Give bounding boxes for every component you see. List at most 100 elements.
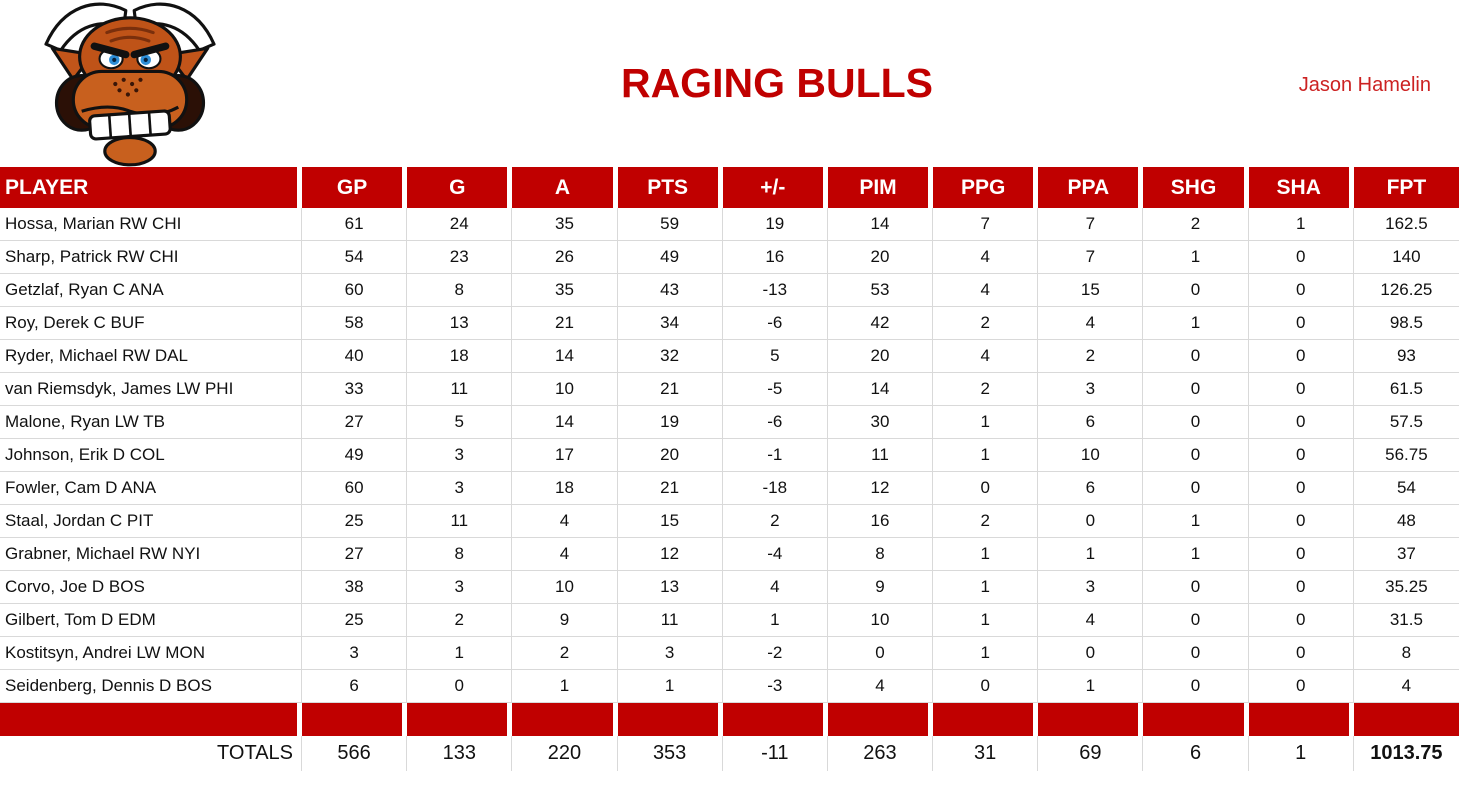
stat-cell[interactable]: 19 bbox=[617, 406, 723, 439]
stat-cell[interactable]: 8 bbox=[407, 538, 513, 571]
spacer-cell[interactable] bbox=[1353, 703, 1459, 736]
stat-cell[interactable]: 24 bbox=[407, 208, 513, 241]
stat-cell[interactable]: 43 bbox=[617, 274, 723, 307]
player-cell[interactable]: Gilbert, Tom D EDM bbox=[0, 604, 302, 637]
totals-label[interactable]: TOTALS bbox=[0, 736, 302, 771]
stat-cell[interactable]: 6 bbox=[1038, 472, 1144, 505]
stat-cell[interactable]: 0 bbox=[1248, 637, 1354, 670]
stat-cell[interactable]: 17 bbox=[512, 439, 618, 472]
spacer-cell[interactable] bbox=[302, 703, 408, 736]
stat-cell[interactable]: 27 bbox=[302, 538, 408, 571]
stat-cell[interactable]: 4 bbox=[933, 274, 1039, 307]
stat-cell[interactable]: 0 bbox=[1248, 604, 1354, 637]
stat-cell[interactable]: 54 bbox=[302, 241, 408, 274]
stat-cell[interactable]: 3 bbox=[1038, 571, 1144, 604]
stat-cell[interactable]: 7 bbox=[1038, 241, 1144, 274]
stat-cell[interactable]: 26 bbox=[512, 241, 618, 274]
stat-cell[interactable]: 0 bbox=[1143, 340, 1249, 373]
stat-cell[interactable]: 61 bbox=[302, 208, 408, 241]
stat-cell[interactable]: 4 bbox=[933, 340, 1039, 373]
stat-cell[interactable]: 25 bbox=[302, 505, 408, 538]
stat-cell[interactable]: -4 bbox=[722, 538, 828, 571]
stat-cell[interactable]: 61.5 bbox=[1353, 373, 1459, 406]
stat-cell[interactable]: 20 bbox=[617, 439, 723, 472]
totals-cell[interactable]: 133 bbox=[407, 736, 513, 771]
stat-cell[interactable]: 1 bbox=[933, 637, 1039, 670]
stat-cell[interactable]: 35 bbox=[512, 274, 618, 307]
stat-cell[interactable]: 49 bbox=[617, 241, 723, 274]
stat-cell[interactable]: 0 bbox=[1143, 670, 1249, 703]
stat-cell[interactable]: 20 bbox=[827, 340, 934, 373]
stat-cell[interactable]: 2 bbox=[722, 505, 828, 538]
player-cell[interactable]: Malone, Ryan LW TB bbox=[0, 406, 302, 439]
stat-cell[interactable]: 4 bbox=[512, 538, 618, 571]
stat-cell[interactable]: 18 bbox=[512, 472, 618, 505]
stat-cell[interactable]: 5 bbox=[407, 406, 513, 439]
stat-cell[interactable]: -1 bbox=[722, 439, 828, 472]
column-header-g[interactable]: G bbox=[407, 167, 513, 208]
stat-cell[interactable]: 16 bbox=[722, 241, 828, 274]
spacer-cell[interactable] bbox=[407, 703, 513, 736]
stat-cell[interactable]: 8 bbox=[827, 538, 934, 571]
stat-cell[interactable]: 48 bbox=[1353, 505, 1459, 538]
stat-cell[interactable]: 1 bbox=[933, 604, 1039, 637]
player-cell[interactable]: Kostitsyn, Andrei LW MON bbox=[0, 637, 302, 670]
stat-cell[interactable]: 1 bbox=[933, 439, 1039, 472]
stat-cell[interactable]: 20 bbox=[827, 241, 934, 274]
stat-cell[interactable]: 0 bbox=[933, 670, 1039, 703]
stat-cell[interactable]: -6 bbox=[722, 406, 828, 439]
column-header-sha[interactable]: SHA bbox=[1248, 167, 1354, 208]
stat-cell[interactable]: 19 bbox=[722, 208, 828, 241]
stat-cell[interactable]: 1 bbox=[722, 604, 828, 637]
column-header-pim[interactable]: PIM bbox=[827, 167, 934, 208]
stat-cell[interactable]: 3 bbox=[407, 439, 513, 472]
stat-cell[interactable]: 57.5 bbox=[1353, 406, 1459, 439]
stat-cell[interactable]: 1 bbox=[1143, 505, 1249, 538]
spacer-cell[interactable] bbox=[617, 703, 723, 736]
stat-cell[interactable]: 6 bbox=[302, 670, 408, 703]
player-cell[interactable]: Fowler, Cam D ANA bbox=[0, 472, 302, 505]
stat-cell[interactable]: 0 bbox=[1248, 340, 1354, 373]
stat-cell[interactable]: 3 bbox=[302, 637, 408, 670]
stat-cell[interactable]: 0 bbox=[1143, 274, 1249, 307]
stat-cell[interactable]: 126.25 bbox=[1353, 274, 1459, 307]
stat-cell[interactable]: 54 bbox=[1353, 472, 1459, 505]
stat-cell[interactable]: 0 bbox=[1248, 571, 1354, 604]
totals-cell[interactable]: 31 bbox=[933, 736, 1039, 771]
stat-cell[interactable]: 14 bbox=[512, 406, 618, 439]
stat-cell[interactable]: -13 bbox=[722, 274, 828, 307]
column-header-player[interactable]: PLAYER bbox=[0, 167, 302, 208]
spacer-cell[interactable] bbox=[1248, 703, 1354, 736]
stat-cell[interactable]: 11 bbox=[407, 505, 513, 538]
stat-cell[interactable]: 11 bbox=[827, 439, 934, 472]
stat-cell[interactable]: 11 bbox=[617, 604, 723, 637]
stat-cell[interactable]: 2 bbox=[512, 637, 618, 670]
stat-cell[interactable]: 0 bbox=[1248, 439, 1354, 472]
stat-cell[interactable]: 10 bbox=[512, 571, 618, 604]
stat-cell[interactable]: 0 bbox=[1143, 373, 1249, 406]
player-cell[interactable]: Ryder, Michael RW DAL bbox=[0, 340, 302, 373]
stat-cell[interactable]: 7 bbox=[933, 208, 1039, 241]
stat-cell[interactable]: 4 bbox=[827, 670, 934, 703]
stat-cell[interactable]: 8 bbox=[1353, 637, 1459, 670]
totals-cell[interactable]: 263 bbox=[827, 736, 934, 771]
stat-cell[interactable]: 0 bbox=[1248, 307, 1354, 340]
stat-cell[interactable]: 60 bbox=[302, 472, 408, 505]
stat-cell[interactable]: 0 bbox=[1143, 637, 1249, 670]
stat-cell[interactable]: 33 bbox=[302, 373, 408, 406]
stat-cell[interactable]: 13 bbox=[407, 307, 513, 340]
stat-cell[interactable]: 0 bbox=[1248, 670, 1354, 703]
stat-cell[interactable]: 9 bbox=[512, 604, 618, 637]
column-header-fpt[interactable]: FPT bbox=[1353, 167, 1459, 208]
stat-cell[interactable]: 0 bbox=[1248, 406, 1354, 439]
spacer-cell[interactable] bbox=[827, 703, 934, 736]
stat-cell[interactable]: 35 bbox=[512, 208, 618, 241]
stat-cell[interactable]: -3 bbox=[722, 670, 828, 703]
stat-cell[interactable]: 53 bbox=[827, 274, 934, 307]
column-header-shg[interactable]: SHG bbox=[1143, 167, 1249, 208]
stat-cell[interactable]: 27 bbox=[302, 406, 408, 439]
stat-cell[interactable]: 0 bbox=[407, 670, 513, 703]
stat-cell[interactable]: 60 bbox=[302, 274, 408, 307]
stat-cell[interactable]: 0 bbox=[1038, 505, 1144, 538]
stat-cell[interactable]: 37 bbox=[1353, 538, 1459, 571]
